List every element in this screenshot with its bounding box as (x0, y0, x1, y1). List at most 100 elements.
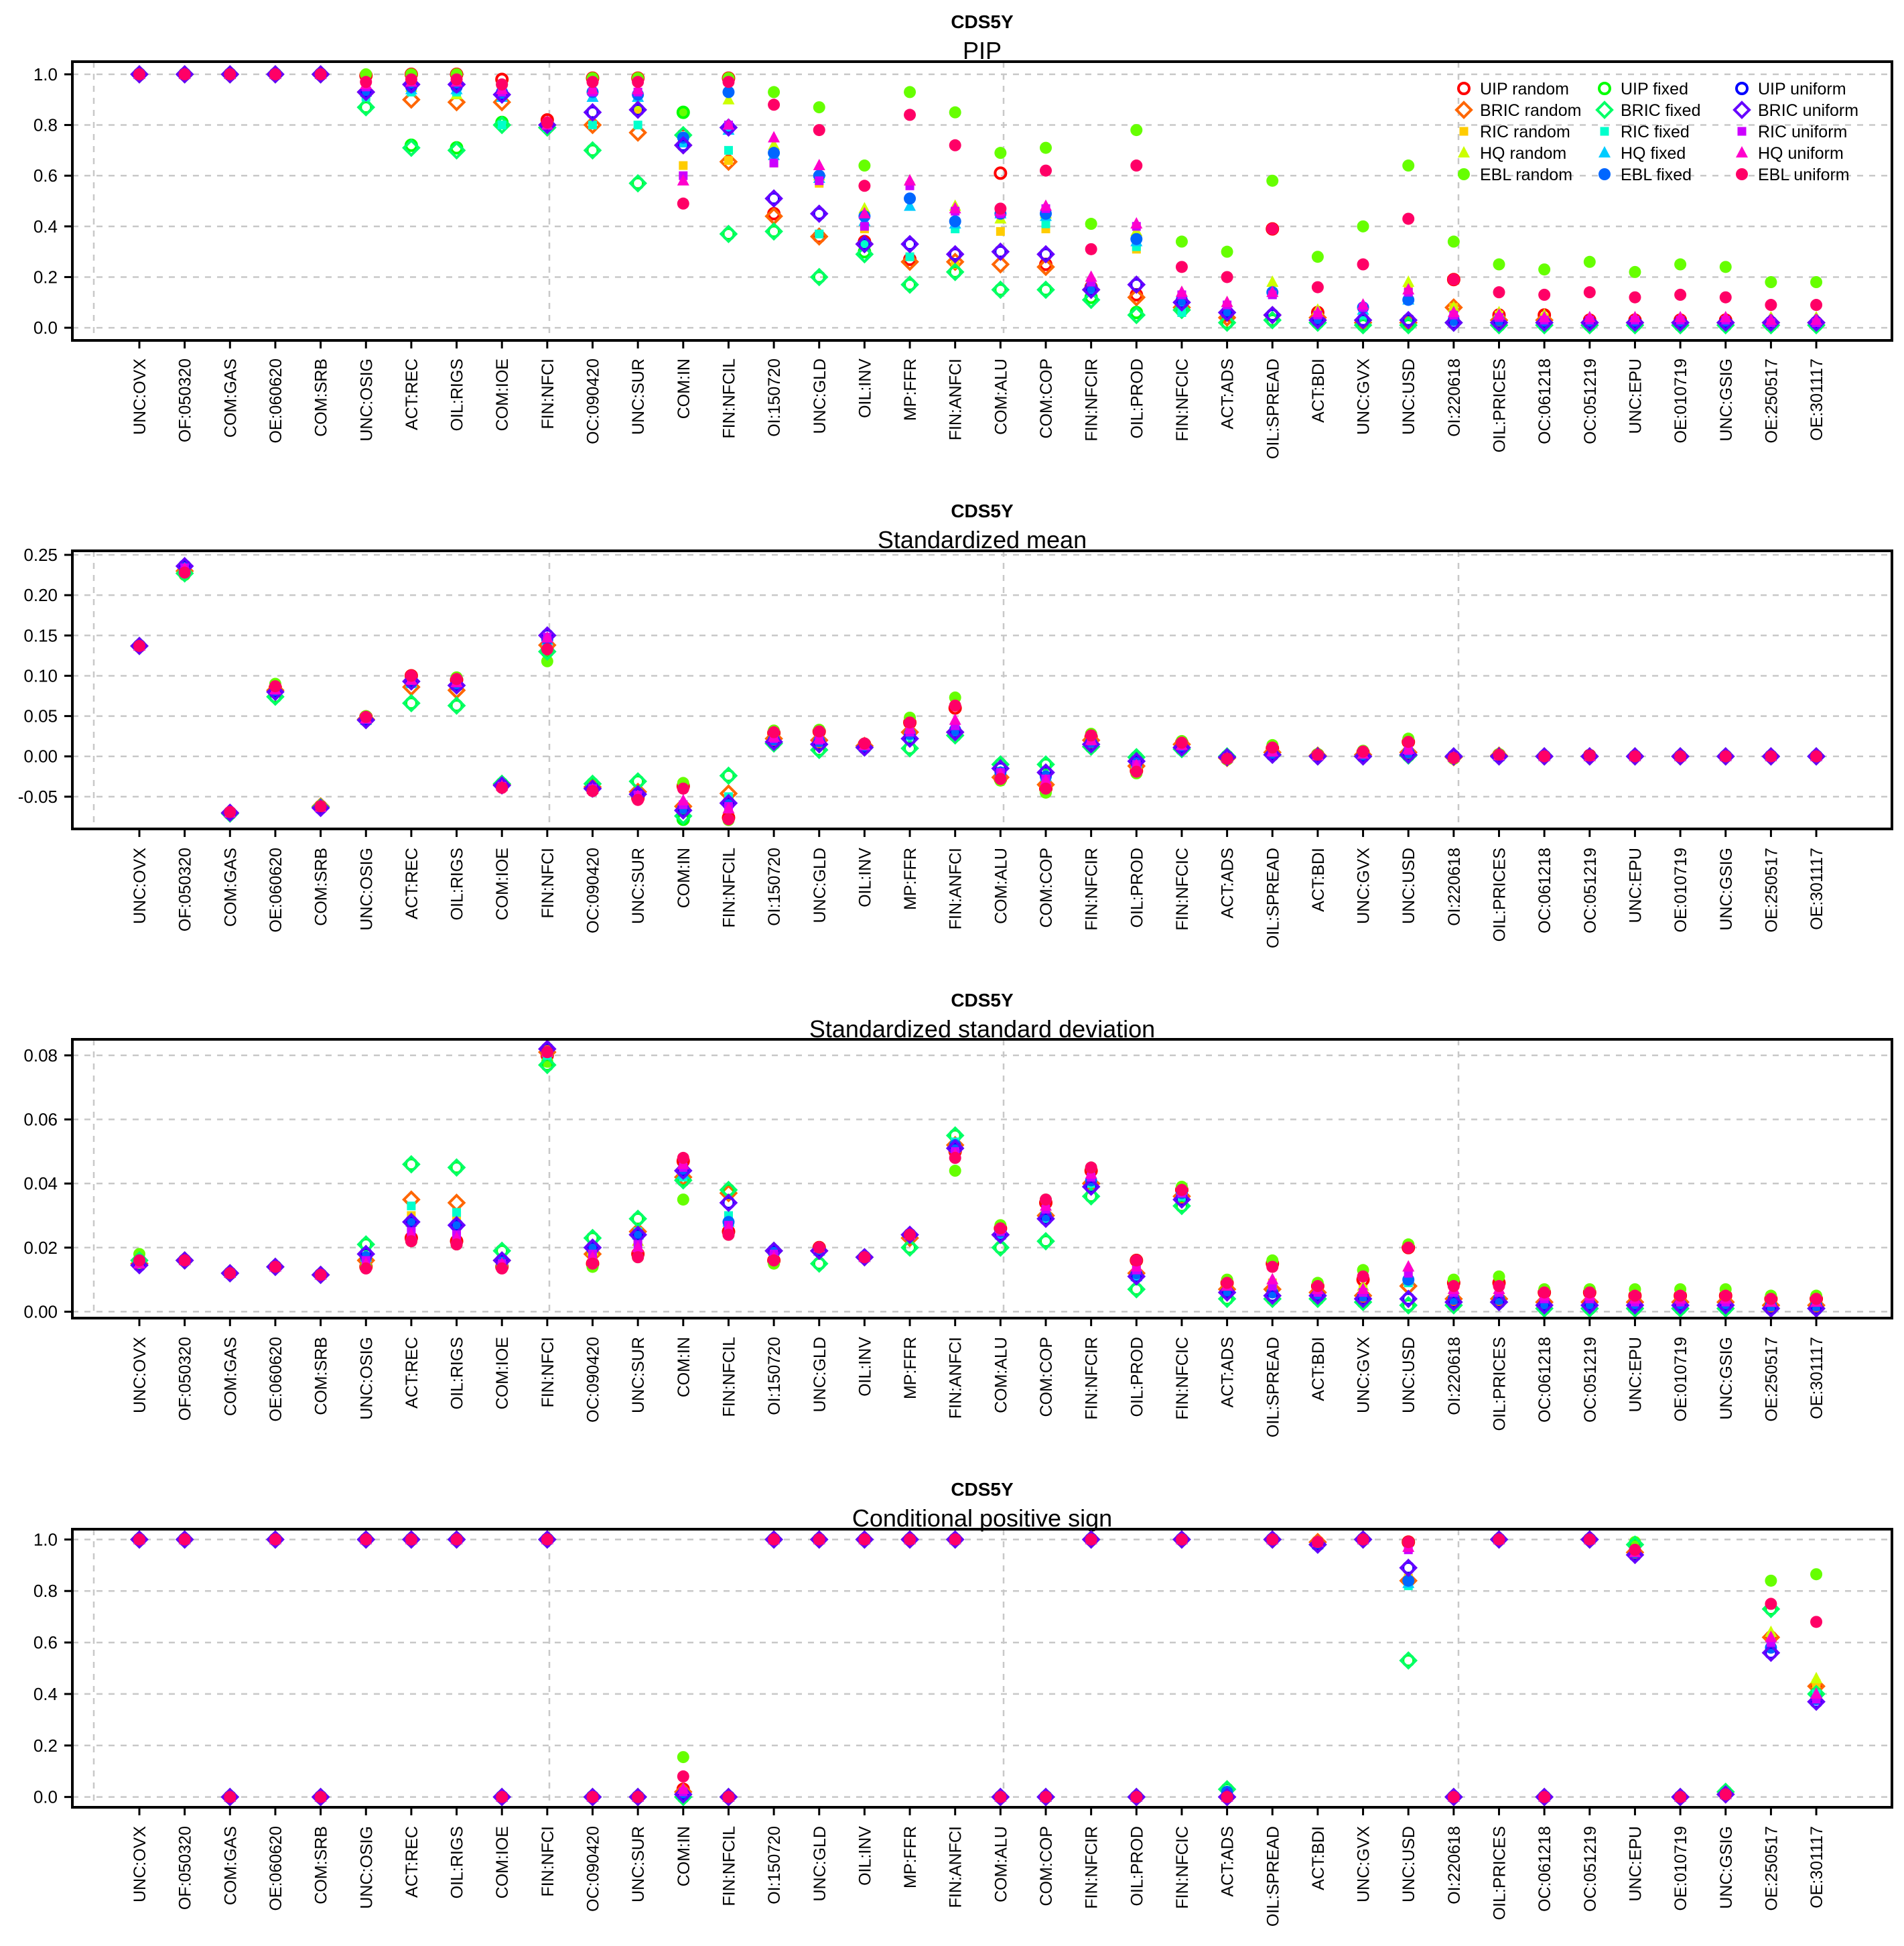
data-point (860, 222, 869, 231)
x-tick-label: FIN:NFCI (539, 359, 557, 430)
data-point (1810, 1293, 1823, 1305)
data-point (1040, 1193, 1052, 1206)
data-point (224, 1267, 236, 1280)
legend: UIP random UIP fixed UIP uniform BRIC rando… (1454, 80, 1858, 184)
data-point (1399, 1558, 1418, 1577)
x-tick-label: COM:IOE (493, 848, 512, 920)
data-point (1217, 313, 1237, 332)
x-tick-label: COM:IOE (493, 1337, 512, 1409)
data-point (949, 106, 961, 119)
x-tick-label: OC:090420 (584, 359, 603, 444)
data-point (949, 699, 961, 712)
data-point (1761, 313, 1781, 332)
data-point (628, 101, 647, 119)
data-point (541, 1533, 553, 1546)
data-point (1674, 258, 1687, 271)
data-point (452, 1208, 462, 1217)
legend-label: RIC uniform (1758, 123, 1847, 141)
data-point (1266, 741, 1279, 754)
legend-label: BRIC fixed (1621, 101, 1700, 120)
data-point (1127, 1280, 1146, 1299)
data-point (1266, 285, 1279, 298)
data-point (1810, 299, 1823, 312)
y-tick-label: 0.04 (23, 1173, 58, 1193)
data-point (764, 189, 783, 208)
x-tick-label: OIL:SPREAD (1264, 1826, 1282, 1927)
data-point (1085, 729, 1097, 742)
data-point (1447, 273, 1460, 286)
x-tick-label: FIN:NFCIR (1083, 1826, 1101, 1909)
data-point (632, 76, 644, 88)
x-tick-label: OC:051219 (1581, 359, 1600, 444)
data-point (905, 252, 914, 261)
data-point (224, 68, 236, 80)
data-point (1399, 310, 1418, 330)
legend-marker (1732, 101, 1751, 119)
data-point (1402, 313, 1416, 327)
data-point (360, 1262, 372, 1275)
data-point (1266, 275, 1279, 287)
data-point (769, 158, 778, 168)
data-point (1538, 750, 1551, 763)
data-point (450, 698, 464, 712)
data-point (809, 227, 829, 246)
x-tick-label: OC:051219 (1581, 1826, 1600, 1912)
legend-marker (1736, 146, 1748, 157)
x-tick-label: UNC:GVX (1355, 848, 1373, 924)
data-point (1765, 299, 1777, 312)
x-tick-label: FIN:NFCIC (1173, 848, 1192, 931)
data-point (538, 1055, 557, 1075)
data-point (1399, 1651, 1418, 1670)
data-point (360, 710, 372, 723)
data-point (1538, 1286, 1551, 1299)
data-point (1130, 277, 1144, 291)
data-point (1040, 141, 1052, 154)
x-tick-label: ACT:BDI (1309, 359, 1328, 423)
data-point (949, 202, 961, 214)
data-point (722, 769, 736, 783)
data-point (632, 1251, 644, 1264)
data-point (1538, 310, 1551, 322)
x-tick-label: OIL:PRICES (1491, 359, 1509, 452)
data-point (1081, 1187, 1101, 1206)
data-point (1085, 218, 1097, 231)
data-point (586, 105, 600, 119)
x-tick-label: MP:FFR (901, 1826, 920, 1888)
data-point (450, 1238, 463, 1251)
legend-item: RIC fixed (1600, 123, 1690, 141)
x-tick-label: OI:220618 (1445, 359, 1464, 437)
data-point (1765, 1598, 1777, 1610)
data-point (996, 226, 1005, 236)
data-point (1175, 261, 1188, 273)
x-tick-label: UNC:GVX (1355, 359, 1373, 435)
data-point (586, 143, 600, 157)
data-point (1810, 1687, 1823, 1699)
data-point (133, 68, 145, 80)
data-point (994, 147, 1007, 159)
x-tick-label: UNC:OVX (131, 848, 149, 924)
y-tick-label: 0.4 (33, 1684, 58, 1704)
data-point (538, 626, 557, 645)
x-tick-label: ACT:BDI (1309, 1826, 1328, 1890)
x-tick-label: ACT:REC (403, 848, 421, 919)
data-point (541, 1046, 553, 1059)
chart-panel-1: CDS5Y PIP 0.0 0.2 0.4 0.6 0.8 1.0 UNC:OVX OF:0503… (33, 11, 1893, 459)
data-point (1807, 1692, 1826, 1711)
data-point (679, 161, 688, 170)
data-point (1127, 1267, 1146, 1286)
data-point (447, 696, 466, 715)
data-point (1583, 255, 1596, 268)
x-tick-label: COM:SRB (312, 1337, 331, 1415)
data-point (1402, 159, 1415, 172)
data-point (1266, 1533, 1279, 1546)
x-tick-label: COM:IN (675, 1826, 693, 1886)
y-tick-label: 0.15 (23, 625, 58, 645)
data-point (360, 76, 372, 88)
x-tick-label: MP:FFR (901, 359, 920, 421)
data-point (1493, 749, 1505, 761)
x-tick-label: ACT:REC (403, 359, 421, 430)
data-point (1039, 757, 1052, 771)
data-point (1266, 174, 1279, 187)
y-tick-label: 0.8 (33, 115, 58, 135)
x-tick-label: UNC:OSIG (357, 848, 376, 931)
